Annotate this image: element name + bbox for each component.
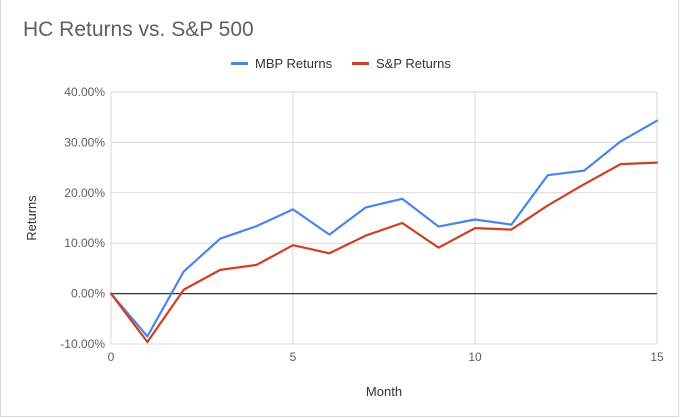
x-tick-label: 10	[468, 350, 482, 364]
grid-lines	[110, 91, 658, 345]
y-tick-label: 20.00%	[64, 186, 105, 200]
series-lines	[109, 119, 659, 344]
legend-label: S&P Returns	[376, 56, 451, 71]
y-tick-label: 0.00%	[71, 287, 105, 301]
series-line	[109, 119, 659, 338]
x-tick-label: 15	[650, 350, 664, 364]
x-axis-title: Month	[366, 384, 402, 399]
x-tick-label: 5	[290, 350, 297, 364]
series-line	[109, 161, 659, 344]
legend-swatch	[231, 62, 248, 65]
y-tick-label: -10.00%	[60, 337, 105, 351]
legend-swatch	[352, 62, 369, 65]
y-tick-label: 40.00%	[64, 85, 105, 99]
y-axis-title: Returns	[24, 195, 39, 241]
legend: MBP Returns S&P Returns	[231, 56, 451, 71]
x-tick-label: 0	[108, 350, 115, 364]
y-tick-label: 30.00%	[64, 135, 105, 149]
tick-labels: -10.00% 0.00% 10.00% 20.00% 30.00% 40.00% 0 5 10…	[60, 85, 664, 364]
chart-title: HC Returns vs. S&P 500	[23, 18, 254, 41]
y-tick-label: 10.00%	[64, 236, 105, 250]
legend-label: MBP Returns	[255, 56, 333, 71]
